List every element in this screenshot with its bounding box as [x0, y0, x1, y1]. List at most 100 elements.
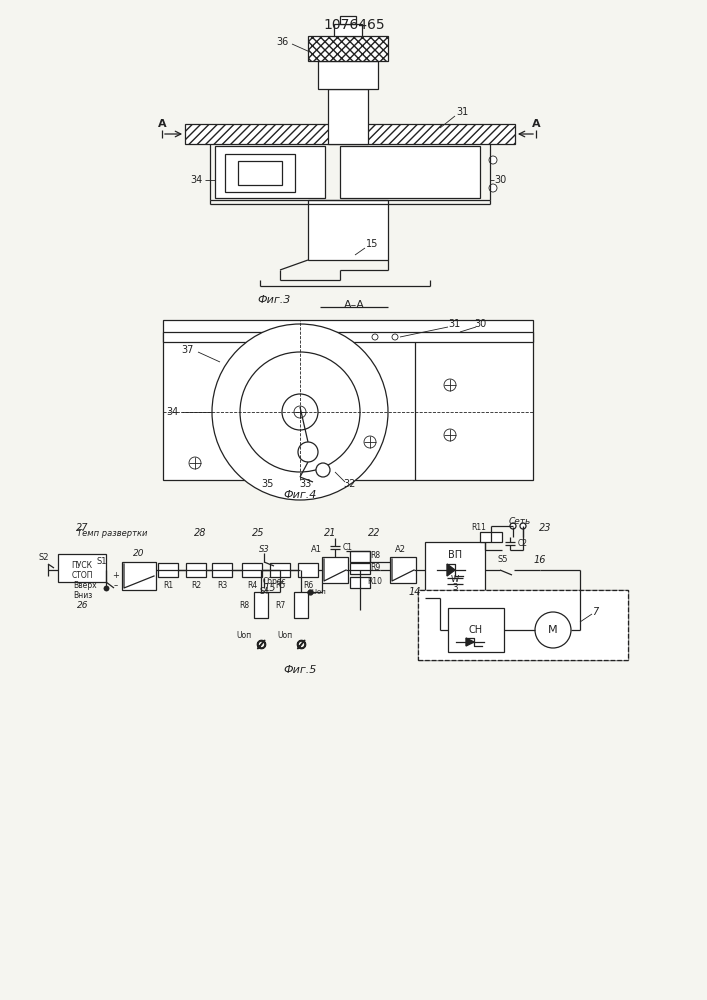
Bar — [308, 200, 388, 260]
Text: R6: R6 — [303, 582, 313, 590]
Bar — [163, 320, 533, 480]
Text: R4: R4 — [247, 582, 257, 590]
Text: R3: R3 — [217, 582, 227, 590]
Text: Uоп: Uоп — [277, 632, 293, 641]
Bar — [225, 154, 295, 192]
Text: R10: R10 — [368, 578, 382, 586]
Circle shape — [392, 334, 398, 340]
Text: М: М — [548, 625, 558, 635]
Text: 34: 34 — [190, 175, 202, 185]
Text: S4: S4 — [259, 587, 269, 596]
Text: R1: R1 — [163, 582, 173, 590]
Bar — [58, 554, 106, 582]
Bar — [294, 592, 308, 618]
Text: А–А: А–А — [344, 300, 364, 310]
Text: R8: R8 — [239, 601, 249, 610]
Circle shape — [189, 457, 201, 469]
Text: 32: 32 — [344, 479, 356, 489]
Text: 14: 14 — [409, 587, 421, 597]
Text: 30: 30 — [474, 319, 486, 329]
Bar — [308, 36, 388, 61]
Bar — [350, 551, 370, 562]
Text: 27: 27 — [76, 523, 88, 533]
Text: 35: 35 — [262, 479, 274, 489]
Bar — [122, 562, 156, 590]
Text: 36: 36 — [276, 37, 288, 47]
Bar — [328, 89, 368, 144]
Text: 30: 30 — [494, 175, 506, 185]
Text: 21: 21 — [324, 528, 337, 538]
Text: –: – — [114, 582, 118, 590]
Text: 15: 15 — [366, 239, 378, 249]
Text: 20: 20 — [133, 548, 145, 558]
Bar — [334, 24, 362, 36]
Bar — [340, 146, 480, 198]
Text: ВП: ВП — [448, 550, 462, 560]
Text: C2: C2 — [518, 540, 528, 548]
Text: ПУСК: ПУСК — [71, 562, 93, 570]
Bar — [185, 124, 515, 144]
Bar — [425, 542, 485, 598]
Bar — [390, 557, 416, 583]
Polygon shape — [466, 638, 474, 646]
Bar — [480, 532, 502, 542]
Bar — [318, 61, 378, 89]
Text: R9: R9 — [370, 564, 380, 572]
Text: S2: S2 — [39, 554, 49, 562]
Text: Вниз: Вниз — [73, 591, 92, 600]
Text: 37: 37 — [182, 345, 194, 355]
Bar — [212, 563, 232, 577]
Text: 31: 31 — [456, 107, 468, 117]
Text: Темп развертки: Темп развертки — [77, 528, 147, 538]
Text: З: З — [452, 584, 457, 592]
Text: 26: 26 — [77, 600, 89, 609]
Text: +Uоп: +Uоп — [306, 589, 326, 595]
Text: R2: R2 — [191, 582, 201, 590]
Bar — [158, 563, 178, 577]
Circle shape — [372, 334, 378, 340]
Text: 33: 33 — [299, 479, 311, 489]
Bar — [254, 592, 268, 618]
Circle shape — [298, 442, 318, 462]
Text: Фиг.3: Фиг.3 — [257, 295, 291, 305]
Polygon shape — [447, 564, 455, 576]
Bar — [270, 563, 290, 577]
Bar — [215, 146, 325, 198]
Text: СН: СН — [469, 625, 483, 635]
Text: Вверх: Вверх — [73, 580, 97, 589]
Text: Фиг.5: Фиг.5 — [284, 665, 317, 675]
Bar — [448, 608, 504, 652]
Text: 25: 25 — [252, 528, 264, 538]
Text: R5: R5 — [275, 582, 285, 590]
Text: R7: R7 — [275, 601, 285, 610]
Text: 22: 22 — [368, 528, 380, 538]
Text: A: A — [158, 119, 166, 129]
Circle shape — [444, 379, 456, 391]
Text: 15: 15 — [264, 583, 276, 593]
Text: Uоп: Uоп — [236, 632, 252, 641]
Circle shape — [444, 429, 456, 441]
Text: R11: R11 — [472, 524, 486, 532]
Bar — [418, 590, 628, 660]
Text: 1076465: 1076465 — [323, 18, 385, 32]
Bar — [242, 563, 262, 577]
Circle shape — [520, 523, 526, 529]
Circle shape — [489, 184, 497, 192]
Circle shape — [282, 394, 318, 430]
Text: W: W — [451, 576, 459, 584]
Circle shape — [489, 156, 497, 164]
Text: A: A — [532, 119, 540, 129]
Text: A1: A1 — [310, 546, 322, 554]
Circle shape — [316, 463, 330, 477]
Text: 31: 31 — [448, 319, 460, 329]
Text: 16: 16 — [534, 555, 547, 565]
Circle shape — [364, 436, 376, 448]
Text: 7: 7 — [592, 607, 598, 617]
Circle shape — [294, 406, 306, 418]
Bar — [163, 332, 533, 342]
Text: Фиг.4: Фиг.4 — [284, 490, 317, 500]
Text: Сеть: Сеть — [509, 518, 531, 526]
Bar — [322, 557, 348, 583]
Circle shape — [535, 612, 571, 648]
Circle shape — [240, 352, 360, 472]
